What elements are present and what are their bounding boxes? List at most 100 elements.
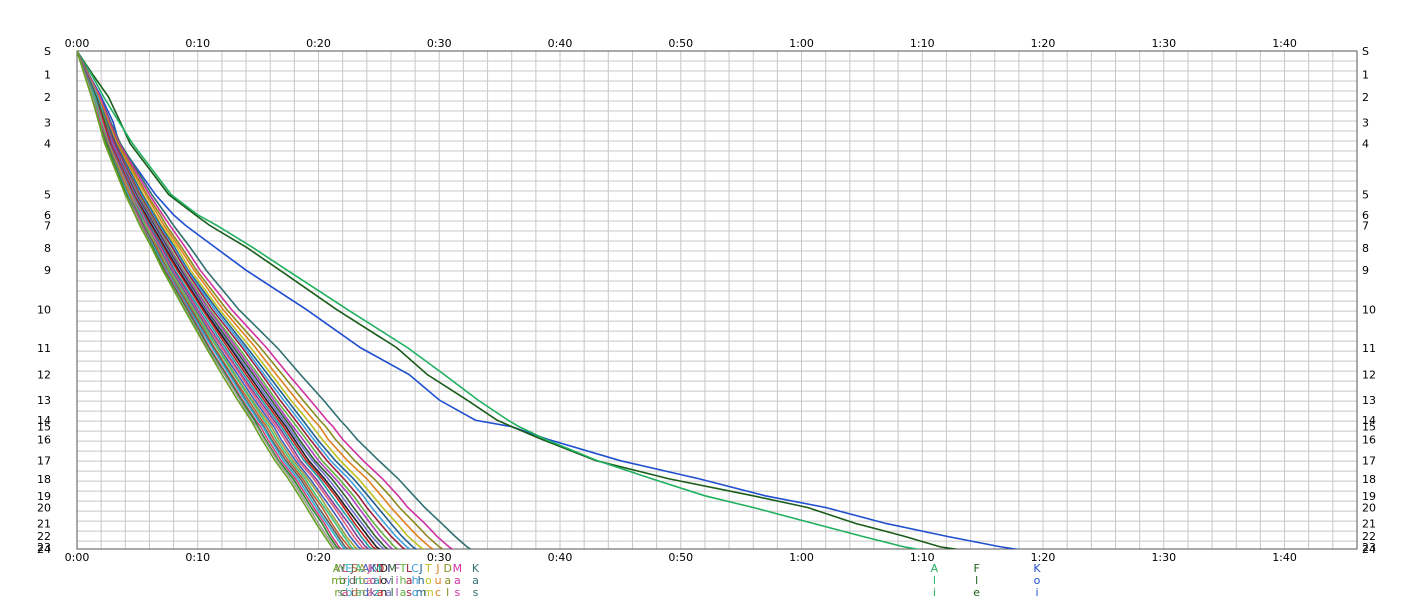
y-tick-label-left: 6 (44, 209, 51, 222)
x-tick-label-bottom: 0:20 (306, 551, 331, 564)
x-tick-label-top: 1:20 (1031, 37, 1056, 50)
y-tick-label-right: 23 (1362, 541, 1376, 554)
x-tick-label-bottom: 1:20 (1031, 551, 1056, 564)
y-tick-label-left: 13 (37, 394, 51, 407)
y-tick-label-left: 17 (37, 455, 51, 468)
x-tick-label-top: 0:00 (65, 37, 90, 50)
y-tick-label-right: 8 (1362, 242, 1369, 255)
x-tick-label-top: 0:40 (548, 37, 573, 50)
y-tick-label-right: 20 (1362, 502, 1376, 515)
x-tick-label-bottom: 0:00 (65, 551, 90, 564)
series-line-dalev (77, 51, 445, 549)
y-tick-label-right: 17 (1362, 455, 1376, 468)
series-line-kok (77, 51, 370, 549)
y-tick-label-left: 8 (44, 242, 51, 255)
y-tick-label-right: 18 (1362, 473, 1376, 486)
y-tick-label-right: 2 (1362, 91, 1369, 104)
series-line-dia (77, 51, 378, 549)
series-line-ali (77, 51, 921, 549)
y-tick-label-right: 12 (1362, 368, 1376, 381)
y-tick-label-left: 20 (37, 502, 51, 515)
x-tick-label-bottom: 0:10 (185, 551, 210, 564)
x-tick-label-top: 1:10 (910, 37, 935, 50)
y-tick-label-right: 11 (1362, 342, 1376, 355)
y-tick-label-right: 16 (1362, 433, 1376, 446)
y-tick-label-left: 2 (44, 91, 51, 104)
y-tick-label-left: 21 (37, 517, 51, 530)
plot-area (77, 51, 1357, 549)
series-lines (77, 51, 1021, 549)
y-tick-label-left: 23 (37, 541, 51, 554)
y-tick-label-left: 1 (44, 68, 51, 81)
y-tick-label-left: 5 (44, 189, 51, 202)
y-tick-label-right: 13 (1362, 394, 1376, 407)
x-tick-label-top: 0:20 (306, 37, 331, 50)
series-line-mas (77, 51, 454, 549)
y-tick-label-right: 14 (1362, 414, 1376, 427)
y-tick-label-left: 22 (37, 530, 51, 543)
y-tick-label-right: 21 (1362, 517, 1376, 530)
y-tick-label-right: 9 (1362, 264, 1369, 277)
x-tick-label-top: 1:30 (1151, 37, 1176, 50)
y-tick-label-right: 15 (1362, 421, 1376, 434)
x-tick-label-bottom: 1:10 (910, 551, 935, 564)
y-tick-label-left: 7 (44, 220, 51, 233)
y-tick-label-left: 18 (37, 473, 51, 486)
series-line-kasz (77, 51, 472, 549)
plot-frame (76, 50, 1358, 550)
series-line-yoc (77, 51, 341, 549)
x-tick-label-top: 0:50 (668, 37, 693, 50)
y-tick-label-left: 9 (44, 264, 51, 277)
series-line-abn (77, 51, 359, 549)
series-line-jhm (77, 51, 418, 549)
y-tick-label-right: 19 (1362, 490, 1376, 503)
series-line-fle (77, 51, 961, 549)
x-tick-label-bottom: 0:30 (427, 551, 452, 564)
y-tick-label-left: 16 (37, 433, 51, 446)
series-line-iva (77, 51, 386, 549)
x-tick-label-bottom: 1:40 (1272, 551, 1297, 564)
series-line-jdi (77, 51, 350, 549)
x-tick-label-top: 1:00 (789, 37, 814, 50)
y-tick-label-left: 24 (37, 543, 51, 556)
y-tick-label-right: 6 (1362, 209, 1369, 222)
x-tick-label-bottom: 1:30 (1151, 551, 1176, 564)
y-tick-label-left: 12 (37, 368, 51, 381)
y-tick-label-right: 4 (1362, 138, 1369, 151)
series-line-amr (77, 51, 335, 549)
y-tick-label-left: 3 (44, 116, 51, 129)
axes: 0:00 0:00 0:10 0:10 0:20 0:20 0:30 0:30 0:40 0:40… (37, 37, 1376, 564)
grid (76, 50, 1358, 550)
x-tick-label-bottom: 1:00 (789, 551, 814, 564)
x-tick-label-top: 1:40 (1272, 37, 1297, 50)
y-tick-label-right: 3 (1362, 116, 1369, 129)
x-tick-label-bottom: 0:50 (668, 551, 693, 564)
